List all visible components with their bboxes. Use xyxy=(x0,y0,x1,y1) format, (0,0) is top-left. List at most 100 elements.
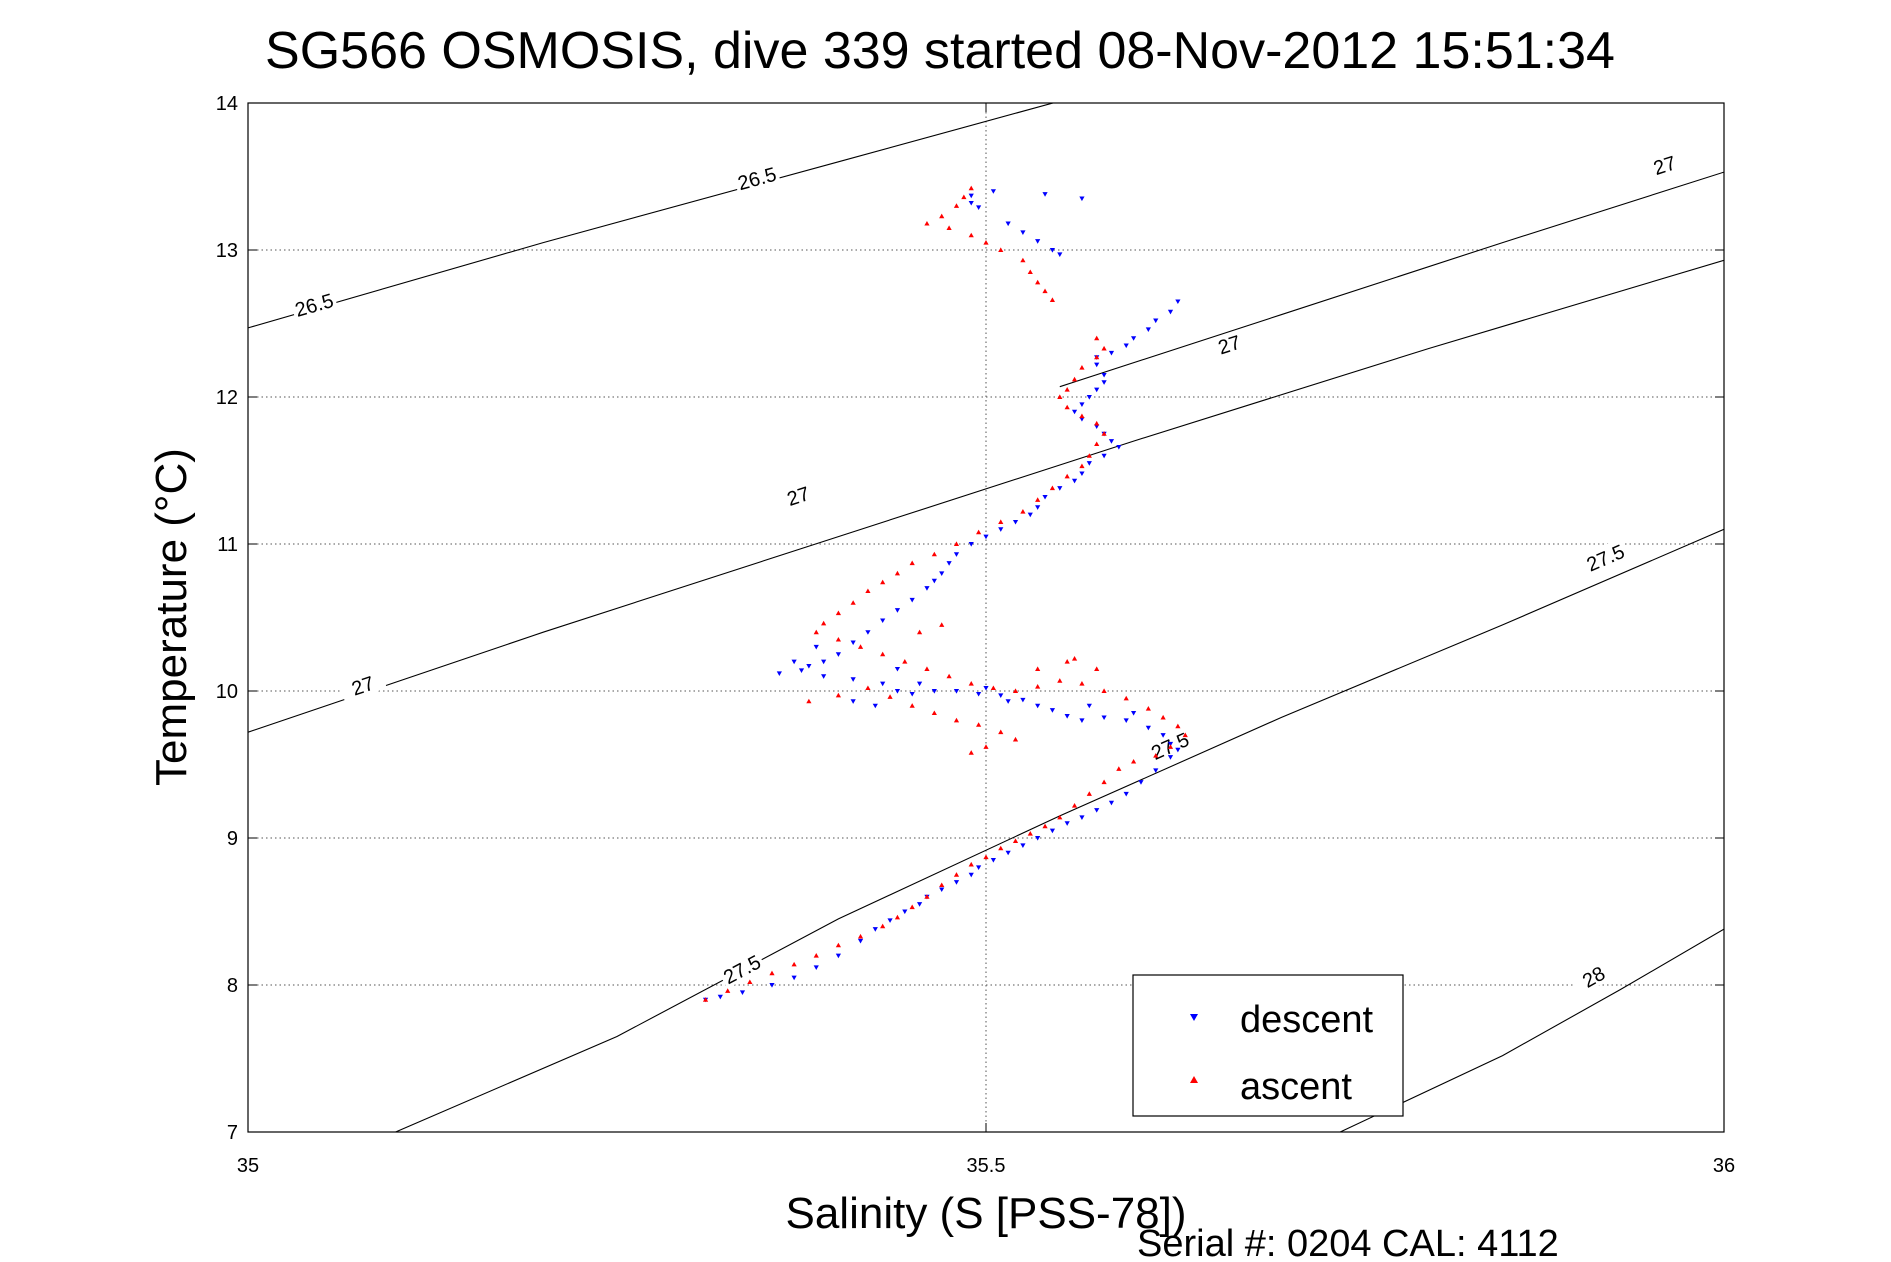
descent-point xyxy=(953,552,960,557)
y-tick-label: 7 xyxy=(227,1122,238,1144)
descent-point xyxy=(998,693,1004,699)
grid xyxy=(248,103,1724,1132)
contour-label-bg xyxy=(338,667,387,703)
ascent-point xyxy=(850,600,856,605)
descent-point xyxy=(894,608,901,613)
descent-point xyxy=(909,597,915,603)
ascent-point xyxy=(813,953,819,958)
ascent-point xyxy=(1160,714,1166,720)
descent-point xyxy=(983,534,989,540)
descent-point xyxy=(1086,703,1092,709)
descent-point xyxy=(1153,768,1159,773)
descent-point xyxy=(813,965,819,970)
ascent-point xyxy=(880,651,886,657)
descent-point xyxy=(953,689,960,694)
ascent-point xyxy=(1057,394,1063,399)
ascent-point xyxy=(953,541,960,546)
descent-point xyxy=(1123,343,1129,349)
ascent-point xyxy=(1064,387,1070,392)
ascent-point xyxy=(1012,736,1019,742)
descent-point xyxy=(894,666,901,672)
descent-point xyxy=(968,200,974,206)
legend-ascent-marker xyxy=(1190,1076,1198,1083)
ascent-point xyxy=(1145,706,1151,711)
ascent-point xyxy=(968,861,974,867)
ascent-point xyxy=(1071,803,1078,808)
descent-point xyxy=(902,909,908,915)
descent-point xyxy=(1035,505,1041,510)
contour-line-26.5 xyxy=(248,103,1056,329)
ascent-point xyxy=(1175,723,1181,729)
ascent-point xyxy=(865,685,871,691)
ascent-point xyxy=(1153,753,1159,758)
ascent-point xyxy=(953,203,960,208)
descent-point xyxy=(1057,252,1063,258)
ascent-point xyxy=(909,703,915,708)
descent-point xyxy=(1094,387,1100,393)
legend-descent-label: descent xyxy=(1240,999,1374,1041)
ascent-point xyxy=(946,225,952,230)
ascent-point xyxy=(968,681,974,686)
ascent-point xyxy=(953,717,960,723)
descent-point xyxy=(1108,800,1115,806)
contour-label-bg xyxy=(289,287,339,321)
ascent-point xyxy=(939,882,945,888)
descent-point xyxy=(1064,713,1070,719)
ascent-point xyxy=(1012,688,1019,693)
descent-point xyxy=(872,927,878,932)
ascent-point xyxy=(961,194,967,200)
descent-point xyxy=(821,674,827,679)
descent-point xyxy=(1101,380,1107,385)
ascent-point xyxy=(806,698,812,704)
ascent-point xyxy=(939,622,945,627)
ascent-point xyxy=(835,692,841,698)
descent-point xyxy=(1020,697,1026,703)
descent-point xyxy=(1108,350,1115,356)
data-series xyxy=(702,185,1188,1003)
descent-point xyxy=(1086,395,1092,400)
descent-point xyxy=(1094,362,1100,368)
legend[interactable]: descent ascent xyxy=(1132,974,1404,1117)
ascent-point xyxy=(1079,463,1085,469)
contour-label-bg xyxy=(1640,147,1689,182)
ascent-point xyxy=(1027,830,1033,836)
ascent-point xyxy=(1101,688,1107,693)
descent-point xyxy=(1042,494,1048,500)
descent-point xyxy=(976,691,982,697)
descent-point xyxy=(1138,780,1144,785)
descent-point xyxy=(880,618,886,624)
descent-point xyxy=(821,659,827,665)
descent-point xyxy=(968,542,974,547)
descent-point xyxy=(1131,336,1137,341)
ascent-point xyxy=(998,247,1004,252)
descent-point xyxy=(1167,309,1174,315)
descent-point xyxy=(813,644,819,650)
ascent-point xyxy=(1116,766,1122,771)
descent-point xyxy=(939,571,945,576)
descent-point xyxy=(1101,715,1107,721)
ascent-point xyxy=(1035,683,1041,689)
axis-ticks: 35 35.5 36 7 8 9 10 11 12 13 14 xyxy=(216,93,1735,1177)
ascent-point xyxy=(1020,509,1026,514)
ascent-point xyxy=(835,636,841,642)
descent-point xyxy=(717,994,723,1000)
ascent-point xyxy=(976,529,982,535)
ascent-point xyxy=(968,185,974,191)
y-tick-label: 9 xyxy=(227,828,238,850)
descent-point xyxy=(1071,409,1078,415)
ascent-point xyxy=(998,845,1004,851)
descent-point xyxy=(998,527,1004,532)
ascent-point xyxy=(1049,485,1056,491)
ascent-point xyxy=(1094,420,1100,426)
descent-point xyxy=(791,659,797,665)
ascent-point xyxy=(983,744,989,749)
descent-point xyxy=(887,918,893,923)
ascent-point xyxy=(1086,791,1092,796)
ascent-point xyxy=(902,659,908,664)
descent-point xyxy=(1079,471,1085,477)
descent-point xyxy=(976,865,982,870)
ascent-point xyxy=(998,519,1004,524)
ascent-point xyxy=(1094,441,1100,447)
descent-point xyxy=(1175,747,1181,753)
